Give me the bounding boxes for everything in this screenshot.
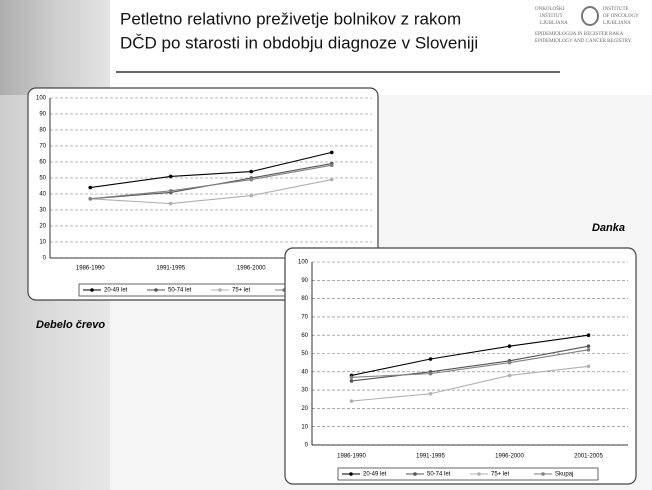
logo-text: INSTITUTE [603, 7, 629, 12]
data-point [428, 391, 433, 396]
logo-text: EPIDEMIOLOGIJA IN REGISTER RAKA [535, 32, 624, 37]
data-point [168, 201, 173, 206]
x-tick-label: 1986-1990 [76, 266, 105, 272]
y-tick-label: 60 [39, 160, 46, 166]
y-tick-label: 40 [39, 192, 46, 198]
data-point [586, 364, 591, 369]
y-tick-label: 10 [301, 424, 308, 430]
data-point [168, 174, 173, 179]
legend-marker [154, 288, 158, 292]
y-tick-label: 20 [39, 224, 46, 230]
legend-marker [413, 472, 417, 476]
x-tick-label: 1996-2000 [237, 266, 266, 272]
legend-label: 50-74 let [427, 472, 451, 478]
data-point [586, 333, 591, 338]
data-point [428, 371, 433, 376]
data-point [507, 344, 512, 348]
logo-text: LJUBLJANA [540, 21, 568, 26]
y-tick-label: 0 [43, 256, 47, 262]
legend-label: Skupaj [555, 472, 573, 478]
y-tick-label: 100 [298, 260, 309, 266]
data-point [329, 150, 334, 155]
slide-title-line: DČD po starosti in obdobju diagnoze v Sl… [120, 33, 478, 52]
data-point [88, 197, 93, 201]
data-point [507, 373, 512, 378]
series-line [351, 334, 589, 376]
data-point [249, 177, 254, 182]
legend-marker [90, 288, 94, 292]
legend-box [337, 467, 599, 481]
x-tick-label: 1986-1990 [337, 454, 366, 460]
chart-breast: 0 10 20 30 40 50 60 70 80 90 100 1986-1990 1991-1995… [284, 247, 637, 485]
legend-marker [477, 472, 481, 476]
x-tick-label: 1991-1995 [156, 266, 185, 272]
y-tick-label: 90 [39, 112, 46, 118]
data-point [329, 163, 334, 167]
data-point [428, 357, 433, 361]
legend-label: 20-49 let [104, 288, 128, 294]
data-point [349, 399, 354, 403]
logo: ONKOLOŠKI INŠTITUT LJUBLJANA INSTITUTE O… [535, 6, 639, 44]
x-tick-label: 2001-2005 [574, 454, 603, 460]
legend-label: 75+ let [232, 288, 251, 294]
y-tick-label: 30 [39, 208, 46, 214]
y-tick-label: 80 [301, 296, 308, 302]
series-line [351, 365, 589, 402]
y-tick-label: 50 [39, 176, 46, 182]
logo-text: ONKOLOŠKI [535, 6, 565, 12]
slide-title-line: Petletno relativno preživetje bolnikov z… [120, 9, 461, 28]
legend-label: 50-74 let [168, 288, 192, 294]
y-tick-label: 0 [305, 443, 309, 449]
chart-caption: Danka [592, 222, 625, 234]
x-tick-label: 1991-1995 [416, 454, 445, 460]
logo-text: OF ONCOLOGY [603, 14, 639, 19]
data-point [349, 375, 354, 380]
series-line [90, 151, 332, 189]
logo-text: LJUBLJANA [603, 21, 631, 26]
y-tick-label: 70 [301, 314, 308, 320]
series-line [351, 349, 589, 378]
legend-marker [349, 472, 353, 476]
data-point [249, 193, 254, 198]
legend-marker [541, 472, 545, 476]
data-point [168, 189, 173, 193]
data-point [88, 185, 93, 190]
y-tick-label: 70 [39, 144, 46, 150]
chart-colon: 0 10 20 30 40 50 60 70 80 90 100 1986-1990 1991-1995… [27, 87, 379, 301]
legend-label: 75+ let [491, 472, 510, 478]
y-tick-label: 30 [301, 388, 308, 394]
logo-mark [581, 6, 599, 26]
data-point [507, 360, 512, 365]
y-tick-label: 40 [301, 369, 308, 375]
y-tick-label: 100 [36, 96, 47, 102]
y-tick-label: 80 [39, 128, 46, 134]
data-point [329, 177, 334, 182]
y-tick-label: 20 [301, 406, 308, 412]
y-tick-label: 90 [301, 278, 308, 284]
series-line [90, 179, 332, 205]
y-tick-label: 50 [301, 351, 308, 357]
logo-text: INŠTITUT [540, 13, 563, 19]
chart-caption: Debelo črevo [36, 319, 105, 331]
data-point [349, 379, 354, 383]
data-point [586, 344, 591, 348]
y-tick-label: 60 [301, 333, 308, 339]
data-point [586, 348, 591, 352]
series-line [90, 164, 332, 200]
logo-text: EPIDEMIOLOGY AND CANCER REGISTRY [535, 39, 632, 44]
x-tick-label: 1996-2000 [495, 454, 524, 460]
legend-marker [218, 288, 222, 292]
chart-frame [284, 247, 637, 485]
y-tick-label: 10 [39, 240, 46, 246]
series-line [351, 345, 589, 382]
data-point [249, 169, 254, 174]
legend-label: 20-49 let [363, 472, 387, 478]
